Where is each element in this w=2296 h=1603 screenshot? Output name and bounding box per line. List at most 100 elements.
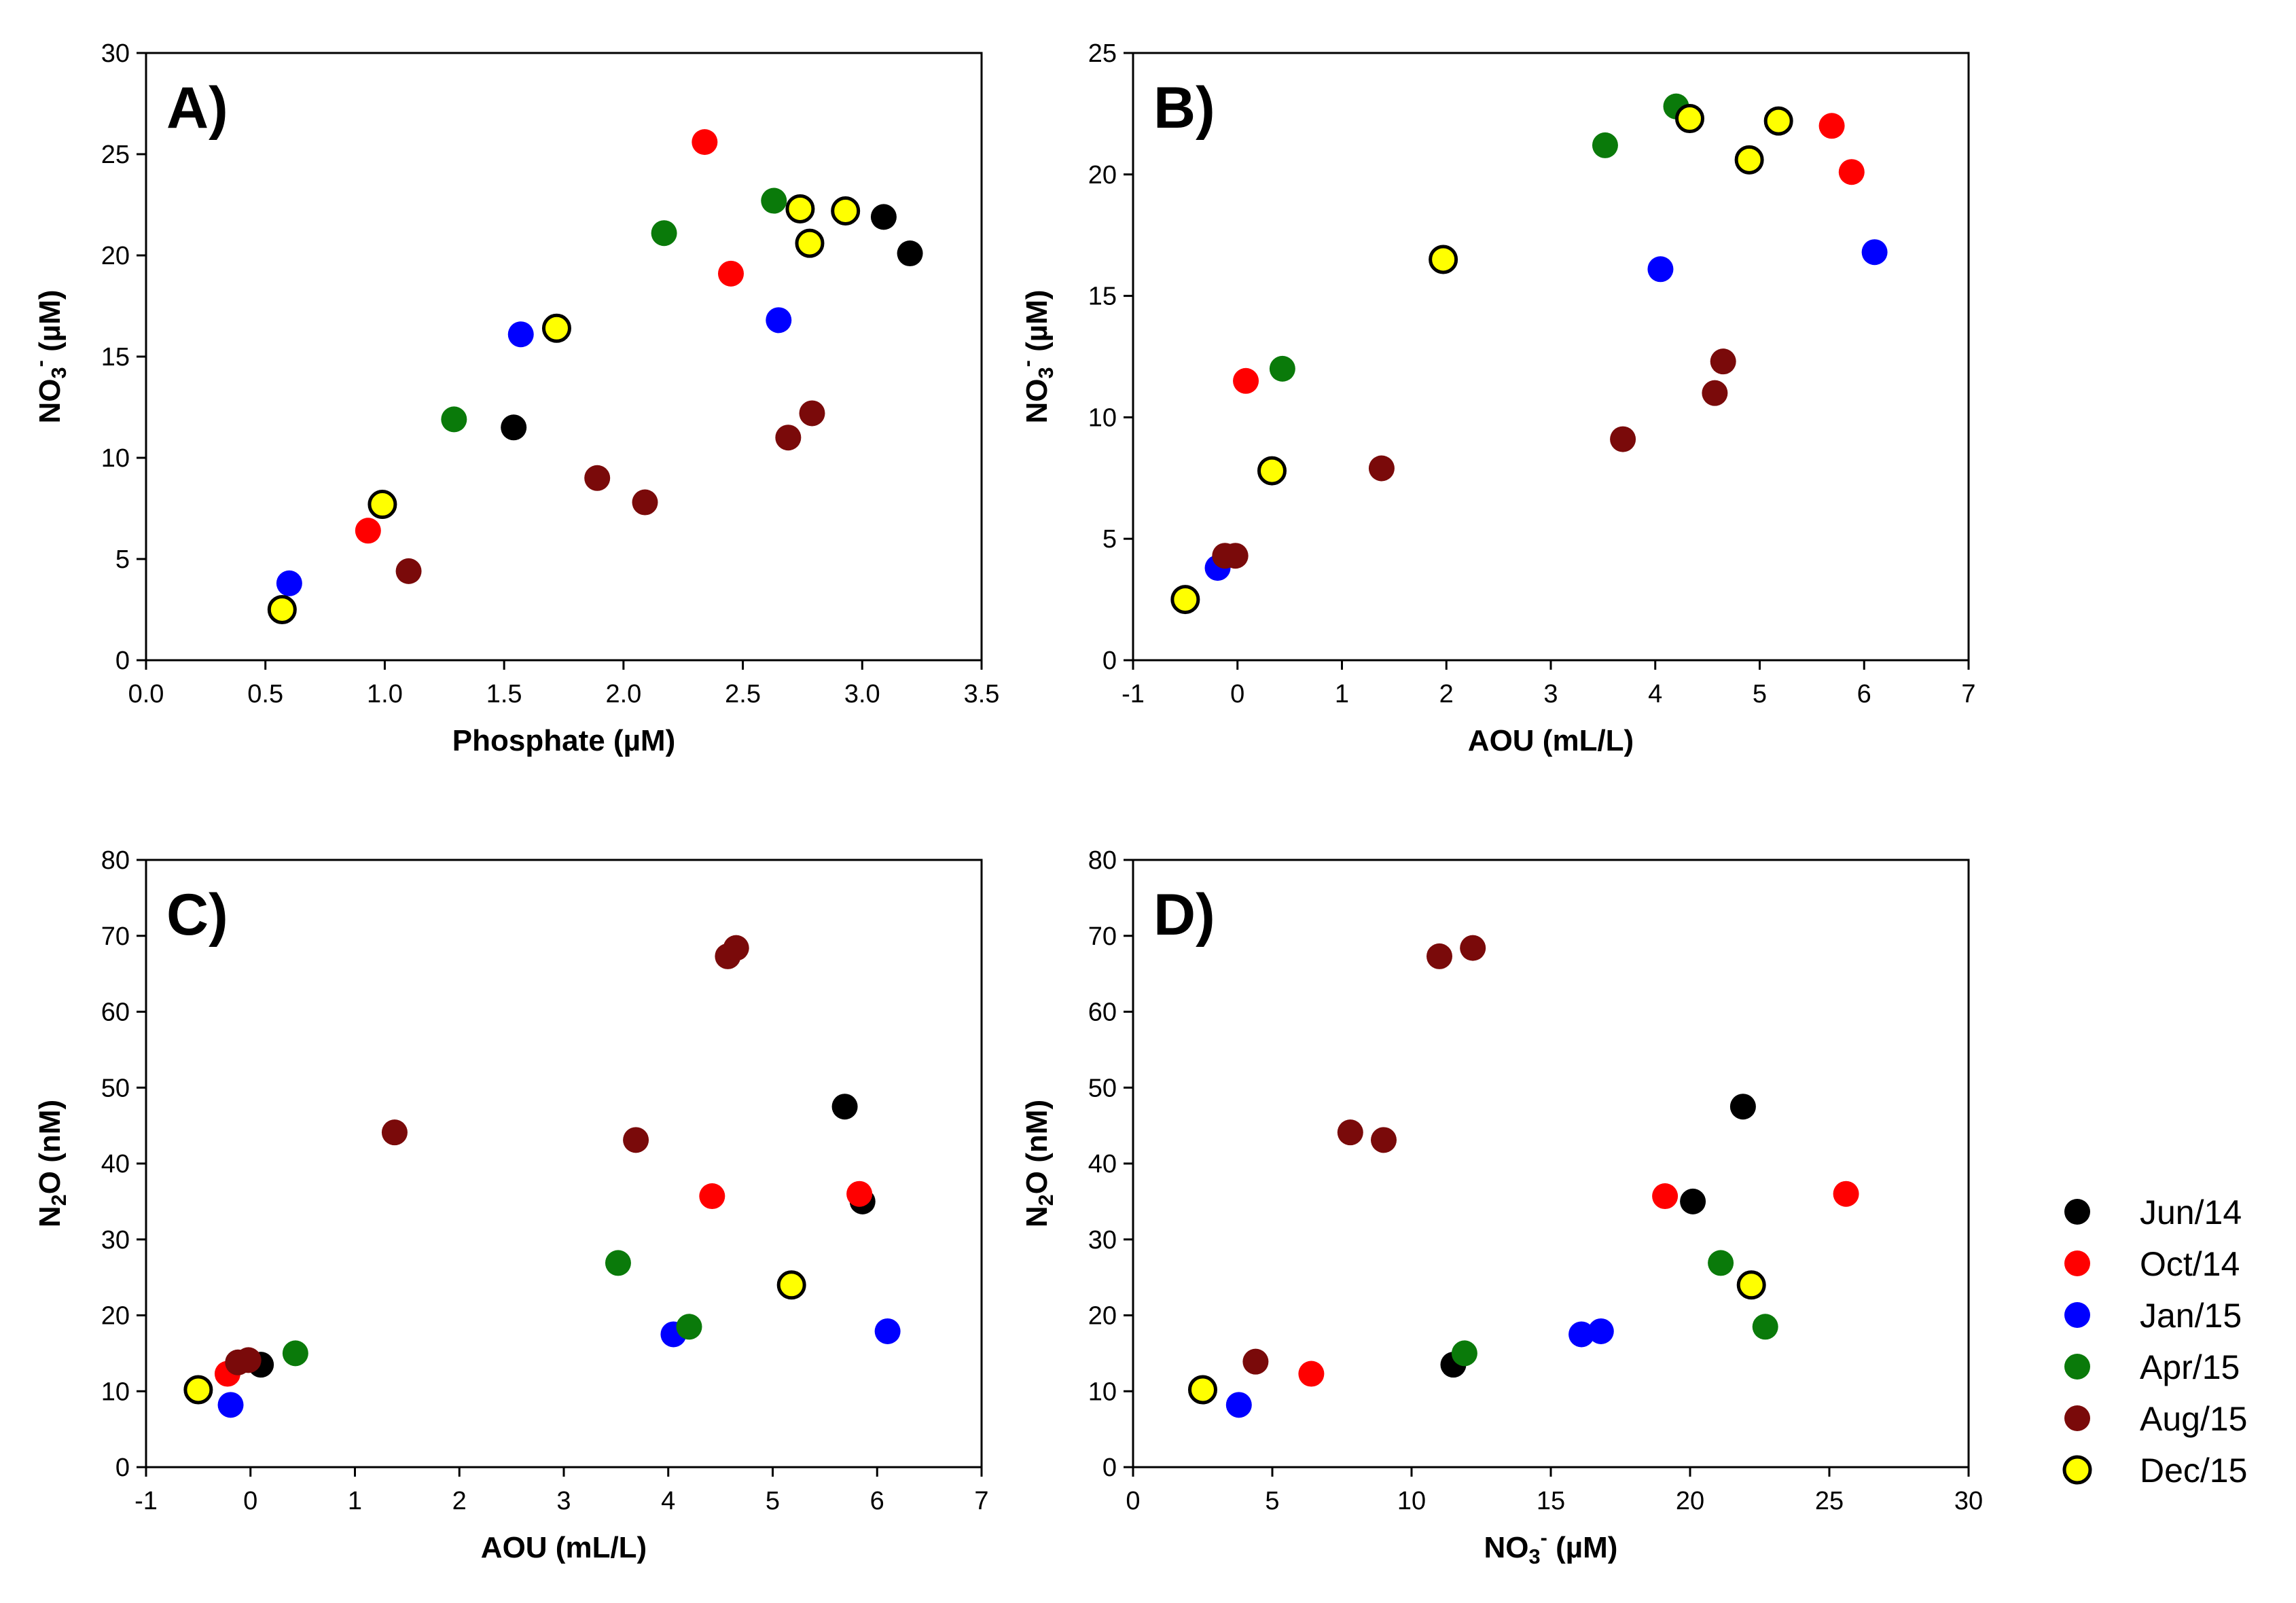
data-point-oct-14 [1833,1181,1859,1207]
x-tick-label: 5 [1265,1487,1279,1515]
plot-frame [145,859,983,1469]
x-tick-label: 1.5 [486,680,522,708]
x-tick-label: 1.0 [367,680,403,708]
y-tick-label: 10 [1088,1377,1117,1406]
y-tick-label: 0 [115,647,130,675]
y-tick-label: 60 [1088,998,1117,1027]
data-point-oct-14 [1233,367,1259,394]
data-point-oct-14 [1652,1183,1679,1210]
data-point-aug-15 [1710,348,1736,375]
y-tick-label: 15 [101,343,130,372]
x-tick-label: 3.5 [964,680,1000,708]
data-point-jan-15 [507,321,534,348]
panel-a: 0.0 0.5 1.0 1.5 2.0 2.5 3.0 3.5 0 5 10 15 20 25 30 Phos… [28,39,999,757]
legend-marker [2064,1354,2090,1380]
legend-marker [2062,1455,2092,1485]
plot-frame [1132,859,1970,1469]
panel-d: 0 5 10 15 20 25 30 0 10 20 30 40 50 60 70 80 NO3- (µM) N2… [1020,846,1983,1568]
data-point-oct-14 [1838,159,1865,185]
data-point-jan-15 [1861,239,1888,266]
x-tick-label: 7 [974,1487,988,1515]
y-tick-label: 20 [1088,1302,1117,1331]
data-point-dec-15 [785,194,815,223]
y-tick-label: 25 [101,141,130,169]
data-point-jan-15 [1647,256,1674,283]
data-point-oct-14 [718,260,744,287]
data-point-dec-15 [1736,1270,1766,1300]
data-point-apr-15 [761,187,787,214]
data-point-jan-15 [1568,1321,1595,1348]
x-tick-label: 5 [1753,680,1767,708]
legend-label: Jan/15 [2140,1297,2242,1335]
legend-label: Jun/14 [2140,1193,2242,1231]
x-tick-label: 0 [1230,680,1244,708]
panel-label: C) [166,882,228,948]
data-point-dec-15 [541,313,571,343]
data-point-aug-15 [1702,380,1728,406]
legend-label: Oct/14 [2140,1245,2240,1283]
data-point-dec-15 [183,1375,213,1405]
x-tick-label: 2 [452,1487,467,1515]
data-point-jun-14 [1680,1188,1706,1214]
y-tick-label: 80 [101,846,130,875]
data-point-apr-15 [1592,132,1618,158]
plot-frame [145,52,983,662]
data-point-jun-14 [1729,1094,1756,1120]
panel-label: D) [1153,882,1215,948]
data-point-aug-15 [632,489,658,516]
y-tick-label: 70 [1088,922,1117,951]
legend-label: Apr/15 [2140,1348,2240,1386]
data-point-aug-15 [381,1119,408,1146]
x-axis-title: AOU (mL/L) [1468,724,1634,757]
x-tick-label: 0.5 [247,680,283,708]
y-tick-label: 5 [1102,525,1117,554]
x-tick-label: -1 [134,1487,158,1515]
data-point-jan-15 [1225,1392,1252,1418]
x-tick-label: 30 [1954,1487,1983,1515]
y-tick-label: 40 [1088,1150,1117,1178]
panel-label: B) [1153,75,1215,141]
data-point-oct-14 [1298,1361,1325,1387]
x-tick-label: 3.0 [844,680,880,708]
x-tick-label: 0.0 [128,680,164,708]
y-tick-label: 50 [101,1074,130,1102]
data-point-apr-15 [651,220,677,247]
data-point-aug-15 [1460,935,1486,961]
y-tick-label: 25 [1088,39,1117,68]
legend-marker [2064,1302,2090,1328]
data-point-oct-14 [699,1183,725,1210]
y-tick-label: 0 [1102,1454,1117,1482]
data-point-apr-15 [1451,1340,1477,1367]
data-point-jun-14 [897,240,923,267]
y-tick-label: 0 [1102,647,1117,675]
x-tick-label: 3 [556,1487,571,1515]
data-point-jan-15 [217,1392,244,1418]
data-point-jan-15 [766,307,792,334]
data-point-dec-15 [776,1270,806,1300]
y-tick-label: 10 [1088,403,1117,432]
data-point-oct-14 [355,518,381,544]
x-tick-label: 2 [1439,680,1454,708]
data-point-dec-15 [1188,1375,1217,1405]
data-point-aug-15 [775,425,802,451]
legend-marker [2064,1199,2090,1225]
y-tick-label: 60 [101,998,130,1027]
data-point-apr-15 [441,406,467,433]
y-axis-title: N2O (nM) [1020,1100,1058,1227]
x-tick-label: 6 [870,1487,884,1515]
x-tick-label: 10 [1397,1487,1426,1515]
y-axis-title: NO3- (µM) [1015,290,1058,424]
data-point-jan-15 [276,570,302,596]
y-tick-label: 30 [1088,1226,1117,1255]
x-tick-label: 2.5 [725,680,761,708]
y-tick-label: 20 [101,1302,130,1331]
x-tick-label: 4 [1648,680,1662,708]
x-axis-title: NO3- (µM) [1484,1526,1618,1568]
data-point-dec-15 [1429,245,1458,274]
y-tick-label: 5 [115,545,130,574]
x-axis-title: Phosphate (µM) [452,724,675,757]
data-point-apr-15 [282,1340,308,1367]
